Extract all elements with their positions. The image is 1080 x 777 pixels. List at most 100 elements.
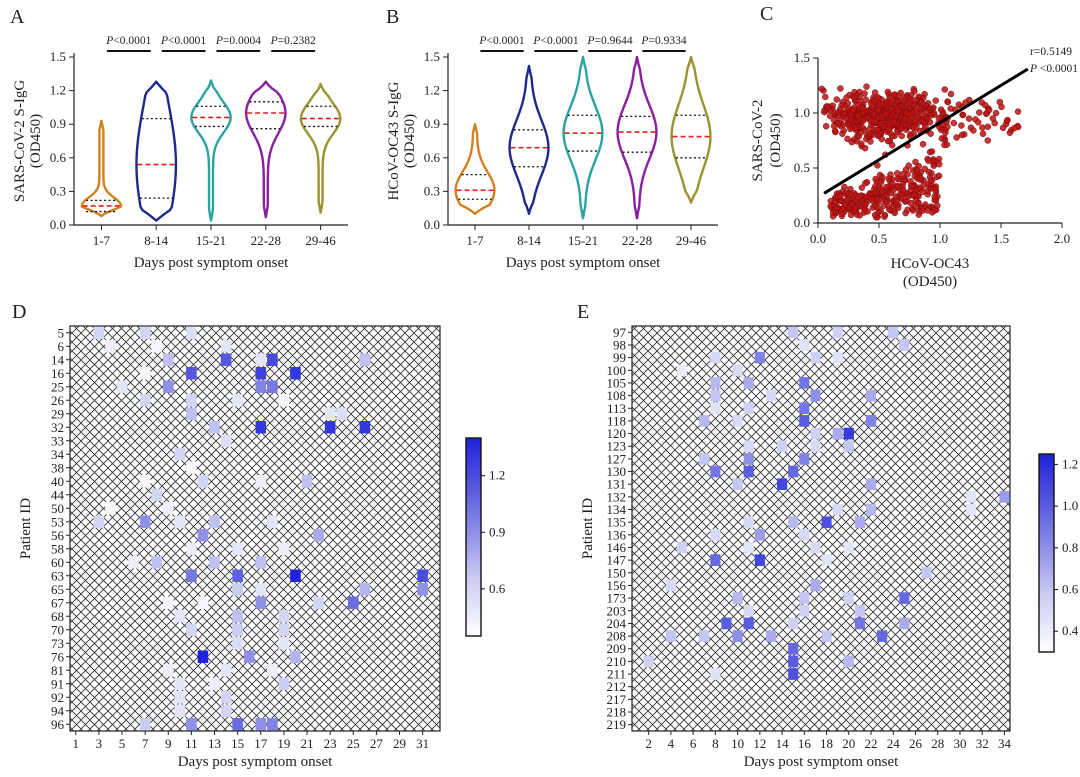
scatter-point — [910, 124, 917, 131]
heatmap-cell — [163, 380, 174, 393]
row-label: 38 — [51, 460, 64, 475]
x-tick-label: 1-7 — [93, 233, 111, 248]
scatter-point — [862, 96, 870, 103]
y-tick-label: 0.3 — [50, 183, 66, 198]
heatmap-cell — [128, 556, 139, 569]
x-tick-label: 6 — [690, 736, 697, 751]
x-tick-label: 10 — [731, 736, 744, 751]
scatter-point — [894, 183, 902, 191]
x-axis-label-unit: (OD450) — [903, 274, 957, 290]
heatmap-cell — [209, 677, 220, 690]
scatter-point — [979, 130, 987, 138]
heatmap-cell — [139, 367, 151, 380]
row-label: 32 — [51, 420, 64, 435]
scatter-point — [927, 130, 934, 137]
heatmap-cell — [278, 542, 290, 555]
scatter-point — [863, 83, 870, 90]
heatmap-cell — [163, 502, 174, 515]
row-label: 98 — [613, 337, 626, 352]
row-label: 123 — [607, 439, 627, 454]
heatmap-cell — [232, 583, 243, 596]
heatmap-cell — [788, 516, 799, 528]
heatmap-cell — [732, 478, 743, 491]
heatmap-cell — [151, 340, 162, 353]
x-tick-label: 32 — [976, 736, 989, 751]
colorbar-tick-label: 1.0 — [1062, 498, 1078, 513]
scatter-point — [858, 140, 865, 147]
row-label: 136 — [607, 527, 627, 542]
scatter-point — [869, 204, 876, 211]
scatter-point — [852, 124, 859, 131]
scatter-point — [926, 148, 934, 156]
heatmap-cell — [255, 583, 267, 596]
violin-5 — [670, 55, 712, 204]
heatmap-cell — [899, 617, 910, 630]
panel-label-d: D — [12, 301, 26, 323]
scatter-point — [829, 209, 837, 216]
scatter-point — [877, 207, 884, 214]
heatmap-cell — [278, 610, 290, 623]
row-label: 81 — [51, 663, 64, 678]
x-axis-label: Days post symptom onset — [506, 255, 661, 271]
heatmap-cell — [843, 427, 854, 440]
scatter-point — [902, 166, 910, 173]
heatmap-cell — [243, 650, 255, 663]
row-label: 29 — [51, 406, 64, 421]
y-tick-label: 0.6 — [50, 150, 67, 165]
heatmap-cell — [232, 569, 243, 582]
scatter-point — [839, 130, 846, 137]
scatter-point — [871, 189, 879, 197]
violin-1 — [454, 123, 496, 215]
heatmap-cell — [710, 529, 721, 541]
heatmap-cell — [865, 389, 877, 402]
heatmap-cell — [743, 453, 754, 465]
heatmap-cell — [232, 394, 243, 407]
violin-4 — [616, 55, 658, 220]
y-tick-label: 0.0 — [794, 215, 810, 230]
heatmap-cell — [710, 668, 721, 680]
p-value-label: P=0.2382 — [270, 35, 316, 47]
y-axis-label-unit: (OD450) — [28, 114, 44, 168]
heatmap-e: 9798991001051081131181201231271301311321… — [580, 325, 1079, 770]
scatter-point — [925, 157, 932, 165]
heatmap-cell — [220, 691, 232, 704]
row-label: 211 — [607, 667, 626, 682]
panel-label-b: B — [386, 6, 399, 28]
heatmap-cell — [359, 421, 371, 434]
scatter-point — [916, 104, 924, 112]
scatter-point — [861, 90, 868, 97]
heatmap-cell — [799, 402, 810, 415]
scatter-point — [925, 168, 933, 176]
colorbar — [465, 437, 482, 637]
scatter-point — [931, 193, 938, 200]
heatmap-cell — [721, 617, 732, 630]
row-label: 203 — [607, 603, 627, 618]
row-label: 16 — [51, 366, 65, 381]
heatmap-cell — [843, 440, 854, 453]
y-tick-label: 0.3 — [424, 183, 440, 198]
colorbar-tick-label: 0.8 — [1062, 540, 1078, 555]
row-label: 212 — [607, 679, 627, 694]
heatmap-cell — [220, 353, 232, 366]
x-tick-label: 1-7 — [466, 233, 484, 248]
scatter-point — [856, 212, 863, 219]
scatter-point — [912, 158, 919, 166]
heatmap-cell — [743, 541, 754, 554]
heatmap-cell — [255, 353, 267, 366]
y-tick-label: 1.0 — [794, 105, 810, 120]
heatmap-cell — [765, 389, 777, 402]
scatter-point — [858, 184, 866, 191]
scatter-point — [944, 98, 952, 106]
p-value-label: P<0.0001 — [160, 35, 206, 47]
scatter-point — [851, 94, 858, 101]
x-tick-label: 17 — [254, 736, 268, 751]
scatter-point — [854, 112, 862, 119]
scatter-point — [899, 195, 906, 203]
scatter-point — [882, 110, 890, 118]
heatmap-cell — [743, 440, 754, 453]
x-tick-label: 2 — [645, 736, 652, 751]
x-tick-label: 15-21 — [196, 233, 226, 248]
heatmap-cell — [359, 583, 371, 596]
y-tick-label: 1.5 — [50, 49, 66, 64]
row-label: 209 — [607, 641, 627, 656]
